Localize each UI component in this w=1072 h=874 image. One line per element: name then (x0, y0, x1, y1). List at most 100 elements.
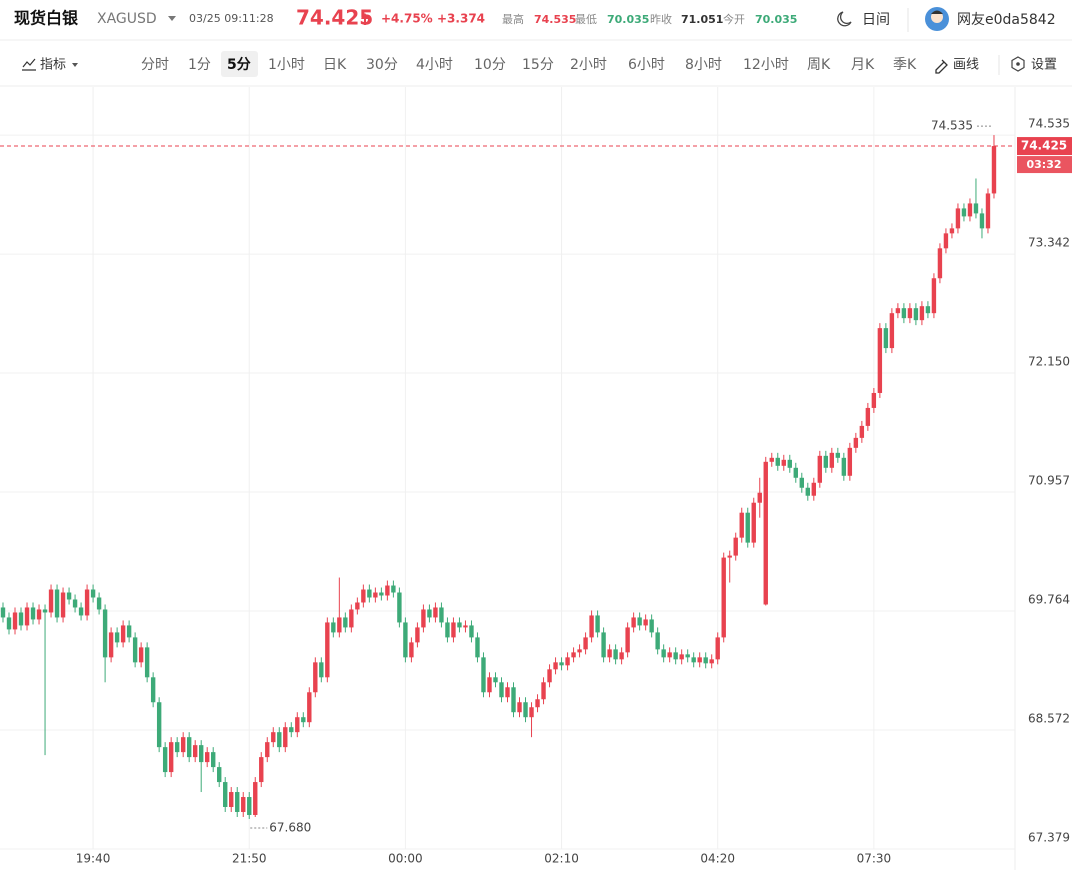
candle-body (349, 609, 354, 628)
x-tick-label: 19:40 (76, 852, 111, 866)
interval[interactable]: 12小时 (743, 57, 789, 73)
candle-body (709, 659, 714, 664)
stat-value: 74.535 (534, 13, 576, 26)
candle-body (108, 632, 114, 658)
candle-body (505, 687, 510, 698)
candle-body (925, 306, 931, 314)
last-price-box (1017, 137, 1072, 156)
interval[interactable]: 月K (851, 57, 875, 73)
symbol[interactable]: XAGUSD (97, 11, 157, 27)
stat-value: 71.051 (681, 13, 723, 26)
title: 现货白银 (14, 9, 79, 28)
candle-body (211, 752, 216, 768)
stat-label: 最低 (575, 13, 597, 26)
candle-body (841, 457, 847, 476)
draw-tool[interactable]: 画线 (953, 58, 979, 73)
candle-body (319, 662, 324, 678)
candle-body (241, 797, 246, 812)
candle-body (931, 278, 937, 314)
interval[interactable]: 15分 (522, 57, 554, 73)
candle-body (313, 662, 318, 693)
candle-body (685, 654, 690, 658)
candle-body (763, 461, 768, 605)
candle-body (661, 649, 666, 658)
pencil-icon (935, 59, 948, 74)
candle-body (781, 459, 786, 466)
candle-body (619, 652, 624, 660)
candle-body (937, 248, 943, 279)
stat-value: 70.035 (607, 13, 649, 26)
candle-body (18, 612, 24, 626)
candle-body (985, 193, 991, 229)
change: +3.374 (437, 12, 485, 26)
candle-body (697, 657, 702, 663)
candle-body (769, 457, 774, 462)
settings[interactable]: 设置 (1031, 58, 1057, 73)
interval[interactable]: 周K (807, 57, 831, 73)
candle-body (901, 308, 907, 319)
candle-body (835, 452, 841, 458)
candle-body (30, 607, 36, 620)
indicator-icon (22, 58, 36, 71)
interval[interactable]: 10分 (474, 57, 506, 73)
candle-body (445, 622, 450, 638)
candle-body (865, 407, 871, 426)
y-tick-label: 70.957 (1028, 474, 1070, 488)
candle-body (114, 632, 120, 643)
candle-body (967, 203, 973, 217)
candle-body (787, 459, 792, 468)
stat-value: 70.035 (755, 13, 797, 26)
candle-body (60, 592, 66, 618)
candle-body (409, 642, 414, 658)
candle-body (367, 589, 372, 598)
candle-body (96, 597, 102, 610)
interval[interactable]: 分时 (141, 57, 169, 73)
interval[interactable]: 1小时 (268, 57, 305, 73)
candle-body (180, 737, 186, 753)
username[interactable]: 网友e0da5842 (957, 12, 1056, 28)
candle-body (385, 585, 390, 596)
interval[interactable]: 30分 (366, 57, 398, 73)
price: 74.425 (296, 6, 373, 30)
candle-body (565, 657, 570, 666)
x-tick-label: 00:00 (388, 852, 423, 866)
candle-body (493, 677, 498, 683)
interval[interactable]: 5分 (227, 57, 251, 73)
y-tick-label: 73.342 (1028, 236, 1070, 250)
candle-body (577, 649, 582, 653)
interval[interactable]: 2小时 (570, 57, 607, 73)
candle-body (277, 732, 282, 748)
interval[interactable]: 1分 (188, 57, 211, 73)
candle-body (223, 782, 228, 807)
candle-body (523, 702, 528, 718)
candle-body (895, 308, 901, 314)
interval[interactable]: 4小时 (416, 57, 453, 73)
candle-body (0, 607, 6, 618)
theme[interactable]: 日间 (862, 12, 890, 28)
y-tick-label: 67.379 (1028, 831, 1070, 845)
candle-body (457, 622, 462, 628)
interval[interactable]: 季K (893, 57, 917, 73)
indicators[interactable]: 指标 (40, 58, 66, 73)
interval[interactable]: 6小时 (628, 57, 665, 73)
candle-body (703, 657, 708, 664)
candle-body (289, 727, 294, 733)
candle-body (679, 654, 684, 660)
candle-body (439, 607, 444, 623)
candle-body (174, 742, 180, 753)
candle-body (421, 609, 426, 628)
candle-body (817, 455, 823, 483)
candle-body (415, 627, 420, 643)
candle-body (775, 457, 780, 466)
candle-body (745, 512, 750, 543)
candle-body (559, 662, 564, 666)
candle-body (144, 647, 150, 678)
interval[interactable]: 8小时 (685, 57, 722, 73)
candle-body (361, 589, 366, 603)
candle-body (883, 328, 889, 349)
interval[interactable]: 日K (323, 57, 347, 73)
candle-body (535, 699, 540, 708)
y-tick-label: 68.572 (1028, 711, 1070, 725)
candle-body (186, 737, 192, 758)
